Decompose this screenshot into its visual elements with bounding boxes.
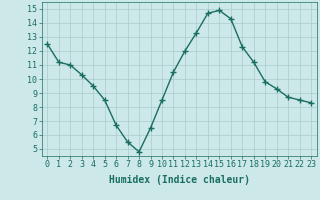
X-axis label: Humidex (Indice chaleur): Humidex (Indice chaleur) bbox=[109, 175, 250, 185]
